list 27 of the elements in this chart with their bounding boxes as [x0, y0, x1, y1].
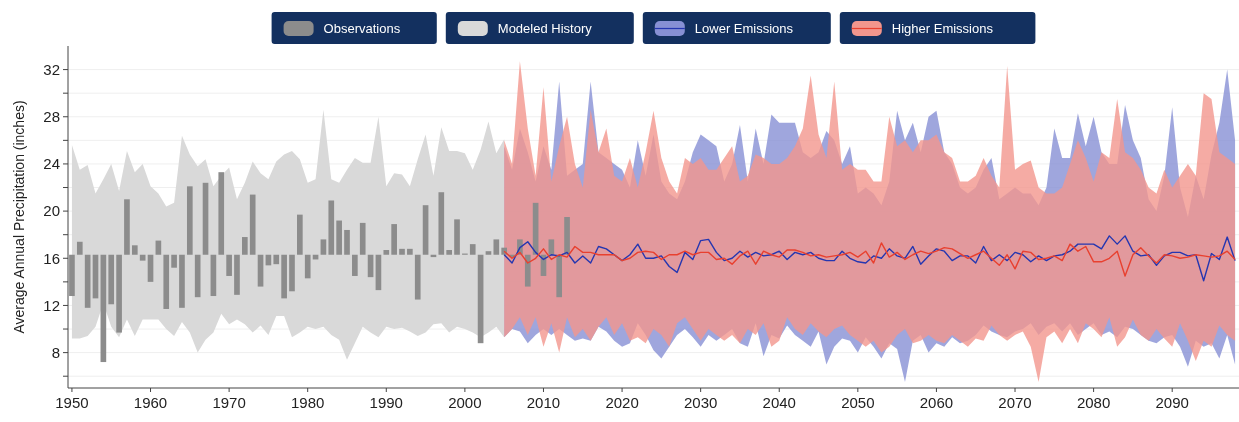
y-tick-label: 20	[43, 202, 60, 220]
x-tick-label: 1970	[212, 394, 246, 411]
x-tick-label: 2060	[919, 394, 954, 411]
y-tick-label: 8	[51, 343, 60, 361]
x-tick-label: 2010	[526, 394, 561, 411]
y-axis-title: Average Annual Precipitation (inches)	[11, 100, 27, 334]
y-tick-label: 12	[43, 296, 60, 314]
x-tick-label: 2040	[762, 394, 796, 411]
x-tick-label: 1950	[55, 394, 89, 411]
y-tick-label: 32	[43, 60, 60, 78]
x-tick-label: 2070	[998, 394, 1032, 411]
x-tick-label: 1980	[291, 394, 325, 411]
legend-label: Lower Emissions	[694, 21, 794, 37]
x-tick-label: 1990	[369, 394, 403, 411]
legend-label: Modeled History	[497, 21, 593, 37]
x-tick-label: 2050	[841, 394, 875, 411]
y-tick-label: 24	[43, 155, 60, 173]
x-tick-label: 2080	[1076, 394, 1111, 411]
x-tick-label: 2030	[683, 394, 718, 411]
x-tick-label: 2020	[605, 394, 639, 411]
x-tick-label: 2090	[1155, 394, 1189, 411]
x-tick-label: 1960	[133, 394, 168, 411]
y-tick-label: 28	[43, 108, 60, 126]
legend-label: Observations	[323, 21, 401, 37]
legend-label: Higher Emissions	[891, 21, 994, 37]
x-tick-label: 2000	[448, 394, 482, 411]
y-tick-label: 16	[43, 249, 60, 267]
